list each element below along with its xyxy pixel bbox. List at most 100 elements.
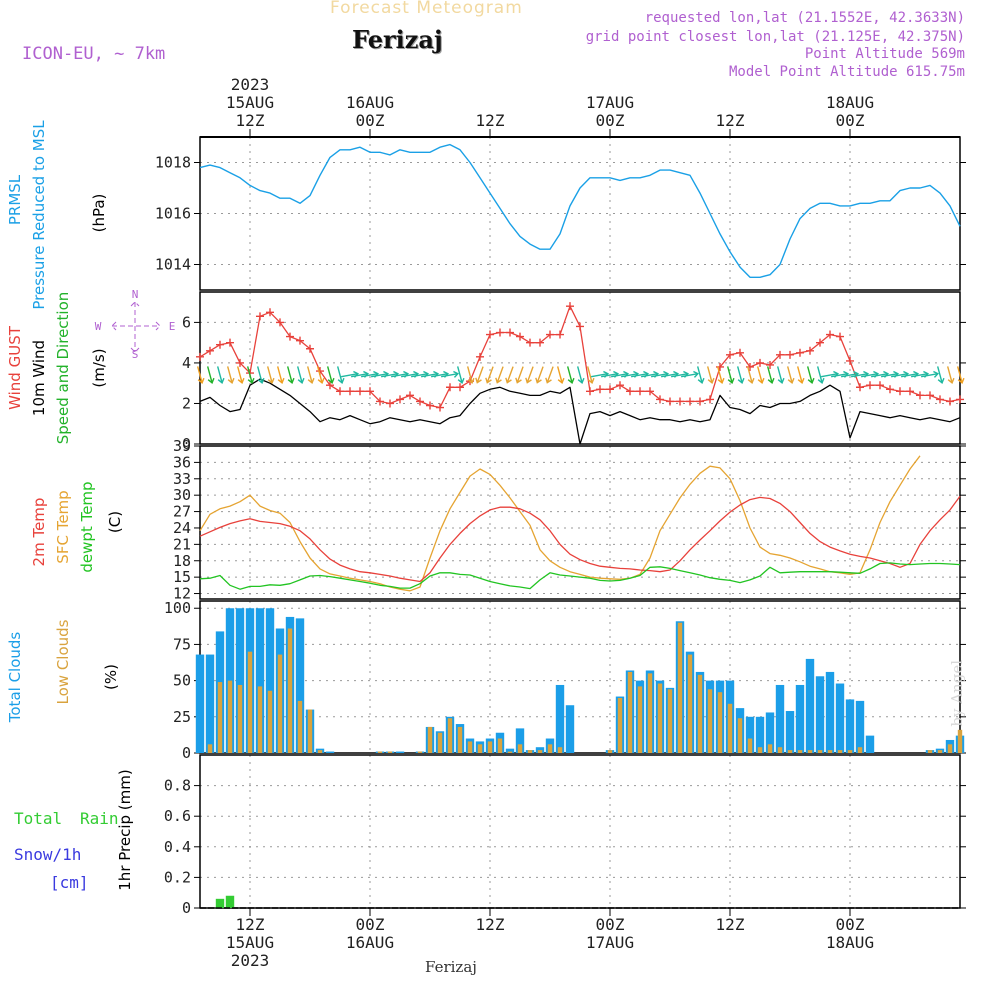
wind-direction-arrow — [525, 366, 534, 384]
low-cloud-bar — [417, 751, 423, 753]
low-cloud-bar — [747, 738, 753, 753]
gust-marker — [356, 387, 364, 396]
low-cloud-bar — [497, 738, 503, 753]
top-time-label: 12Z — [716, 111, 745, 130]
wind-direction-arrow — [726, 366, 735, 384]
wind-direction-arrow — [566, 366, 575, 384]
low-cloud-bar — [547, 744, 553, 753]
precip-unit-label: 1hr Precip (mm) — [116, 769, 134, 890]
wind-ytick-label: 6 — [182, 313, 191, 331]
total-cloud-bar — [805, 658, 815, 753]
gust-marker — [796, 348, 804, 357]
gust-marker — [896, 387, 904, 396]
gust-marker — [956, 395, 964, 404]
low-cloud-bar — [647, 673, 653, 753]
gust-marker — [336, 387, 344, 396]
gust-marker — [436, 403, 444, 412]
total-cloud-bar — [265, 608, 275, 753]
gust-marker — [476, 352, 484, 361]
total-cloud-bar — [325, 751, 335, 753]
bottom-time-label: 00Z — [596, 915, 625, 934]
top-time-label: 00Z — [356, 111, 385, 130]
wind-direction-arrow — [946, 366, 955, 384]
pressure-ytick-label: 1018 — [155, 154, 191, 172]
gust-marker — [926, 391, 934, 400]
compass-n: N — [132, 288, 139, 301]
total-cloud-bar — [865, 735, 875, 753]
gust-marker — [516, 332, 524, 341]
gust-marker — [486, 330, 494, 339]
low-cloud-bar — [957, 729, 963, 753]
wind-direction-arrow — [756, 366, 765, 384]
gust-marker — [286, 332, 294, 341]
pressure-ytick-label: 1014 — [155, 256, 191, 274]
gust-marker — [346, 387, 354, 396]
gust-marker — [666, 397, 674, 406]
wind-direction-arrow — [515, 366, 524, 384]
precip-frame — [199, 754, 961, 909]
total-cloud-bar — [515, 728, 525, 753]
wind-direction-arrow — [336, 366, 345, 384]
low-cloud-bar — [277, 654, 283, 753]
wind-direction-arrow — [786, 366, 795, 384]
wind-direction-arrow — [816, 366, 825, 384]
forecast-meteogram-title: Forecast Meteogram — [330, 0, 523, 18]
total-cloud-bar — [255, 608, 265, 753]
top-time-label: 15AUG — [226, 93, 274, 112]
temperature-ytick-label: 21 — [173, 535, 191, 553]
temperature-ytick-label: 12 — [173, 585, 191, 603]
low-cloud-bar — [297, 700, 303, 753]
gust-marker — [846, 356, 854, 365]
low-cloud-bar — [537, 750, 543, 753]
top-time-label: 18AUG — [826, 93, 874, 112]
wind-direction-arrow — [485, 366, 494, 384]
low-cloud-bar — [237, 684, 243, 753]
low-cloud-bar — [317, 750, 323, 753]
gust-marker — [626, 387, 634, 396]
location-title: Ferizaj — [352, 25, 443, 54]
snow-unit-label: [cm] — [50, 873, 89, 892]
low-cloud-bar — [377, 751, 383, 753]
top-time-label: 12Z — [236, 111, 265, 130]
low-cloud-bar — [637, 686, 643, 753]
gust-marker — [296, 336, 304, 345]
gust-marker — [566, 302, 574, 311]
gust-marker — [366, 387, 374, 396]
gust-marker — [526, 338, 534, 347]
low-cloud-bar — [947, 744, 953, 753]
gust-marker — [376, 397, 384, 406]
temperature-ytick-label: 39 — [173, 437, 191, 455]
total-cloud-bar — [755, 716, 765, 753]
rain-bar — [225, 895, 235, 908]
wind-direction-arrow — [456, 366, 465, 384]
wind-direction-arrow — [216, 366, 225, 384]
gust-marker — [266, 308, 274, 317]
gust-marker — [656, 395, 664, 404]
top-time-label: 2023 — [231, 75, 270, 94]
temp-unit-label: (C) — [106, 511, 124, 533]
gust-marker — [426, 401, 434, 410]
clouds-ytick-label: 0 — [182, 744, 191, 762]
wind-ytick-label: 2 — [182, 394, 191, 412]
gust-marker — [396, 395, 404, 404]
gust-marker — [606, 385, 614, 394]
gust-marker — [576, 322, 584, 331]
bottom-time-label: 17AUG — [586, 933, 634, 952]
wind-ytick-label: 4 — [182, 354, 191, 372]
gust-marker — [726, 350, 734, 359]
bottom-time-label: 00Z — [356, 915, 385, 934]
rain-bar — [215, 898, 225, 908]
low-cloud-bar — [787, 750, 793, 753]
temperature-ytick-label: 36 — [173, 453, 191, 471]
total-cloud-bar — [855, 700, 865, 753]
clouds-ytick-label: 50 — [173, 672, 191, 690]
pressure-unit-label: (hPa) — [90, 194, 108, 233]
gust-marker — [226, 338, 234, 347]
total-cloud-bar — [835, 683, 845, 753]
low-cloud-bar — [677, 622, 683, 753]
wind-direction-arrow — [246, 366, 255, 384]
wind-direction-arrow — [796, 366, 805, 384]
gust-marker — [196, 352, 204, 361]
bottom-time-label: 12Z — [476, 915, 505, 934]
